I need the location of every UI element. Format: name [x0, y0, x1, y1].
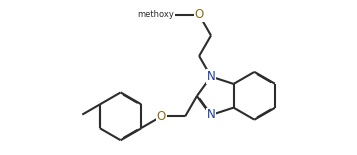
Text: methoxy: methoxy — [137, 10, 174, 19]
Text: N: N — [207, 70, 215, 83]
Text: O: O — [195, 8, 204, 21]
Text: N: N — [207, 108, 215, 122]
Text: O: O — [157, 110, 166, 123]
